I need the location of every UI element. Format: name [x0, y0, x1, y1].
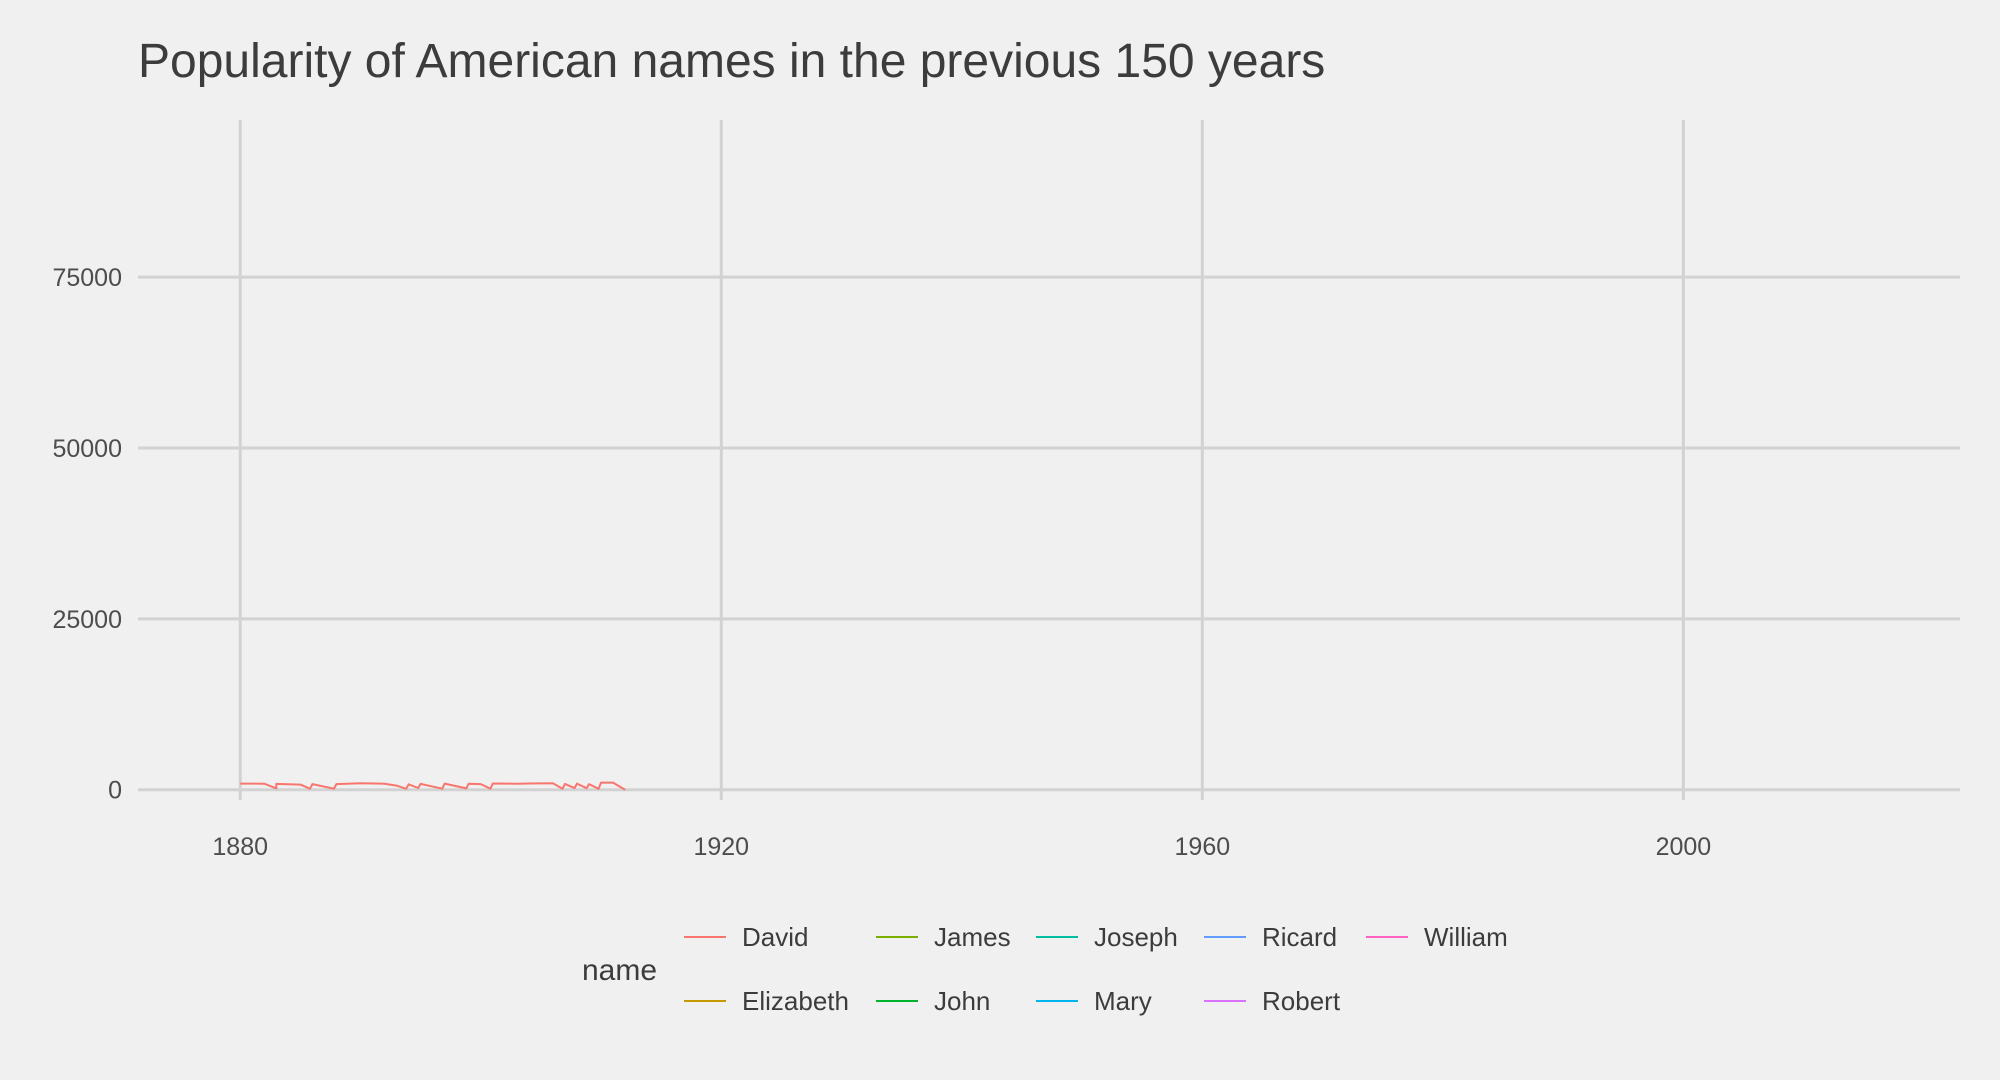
series-line-david	[240, 781, 626, 791]
legend-item-robert[interactable]: Robert	[1204, 986, 1341, 1016]
grid-lines	[138, 120, 1960, 800]
legend-label: John	[934, 986, 990, 1016]
legend-label: Mary	[1094, 986, 1152, 1016]
legend-item-elizabeth[interactable]: Elizabeth	[684, 986, 849, 1016]
legend-label: William	[1424, 922, 1508, 952]
legend-item-john[interactable]: John	[876, 986, 990, 1016]
chart-title: Popularity of American names in the prev…	[138, 35, 1325, 88]
y-tick-label: 50000	[52, 435, 122, 463]
x-tick-label: 1880	[212, 833, 268, 861]
legend-label: Ricard	[1262, 922, 1337, 952]
legend-item-david[interactable]: David	[684, 922, 808, 952]
series-lines	[240, 781, 626, 791]
legend-item-ricard[interactable]: Ricard	[1204, 922, 1337, 952]
legend-label: Robert	[1262, 986, 1341, 1016]
y-tick-label: 75000	[52, 264, 122, 292]
legend-label: David	[742, 922, 808, 952]
legend: name David Elizabeth James John Joseph Mary Ri…	[582, 922, 1508, 1016]
x-tick-label: 2000	[1656, 833, 1712, 861]
legend-title: name	[582, 954, 657, 987]
x-axis-ticks: 1880 1920 1960 2000	[212, 833, 1711, 861]
y-axis-ticks: 0 25000 50000 75000	[52, 264, 122, 805]
legend-item-joseph[interactable]: Joseph	[1036, 922, 1178, 952]
y-tick-label: 25000	[52, 606, 122, 634]
legend-item-mary[interactable]: Mary	[1036, 986, 1152, 1016]
legend-label: Elizabeth	[742, 986, 849, 1016]
x-tick-label: 1920	[693, 833, 749, 861]
y-tick-label: 0	[108, 777, 122, 805]
legend-label: James	[934, 922, 1011, 952]
legend-item-james[interactable]: James	[876, 922, 1011, 952]
x-tick-label: 1960	[1175, 833, 1231, 861]
legend-item-william[interactable]: William	[1366, 922, 1508, 952]
legend-label: Joseph	[1094, 922, 1178, 952]
